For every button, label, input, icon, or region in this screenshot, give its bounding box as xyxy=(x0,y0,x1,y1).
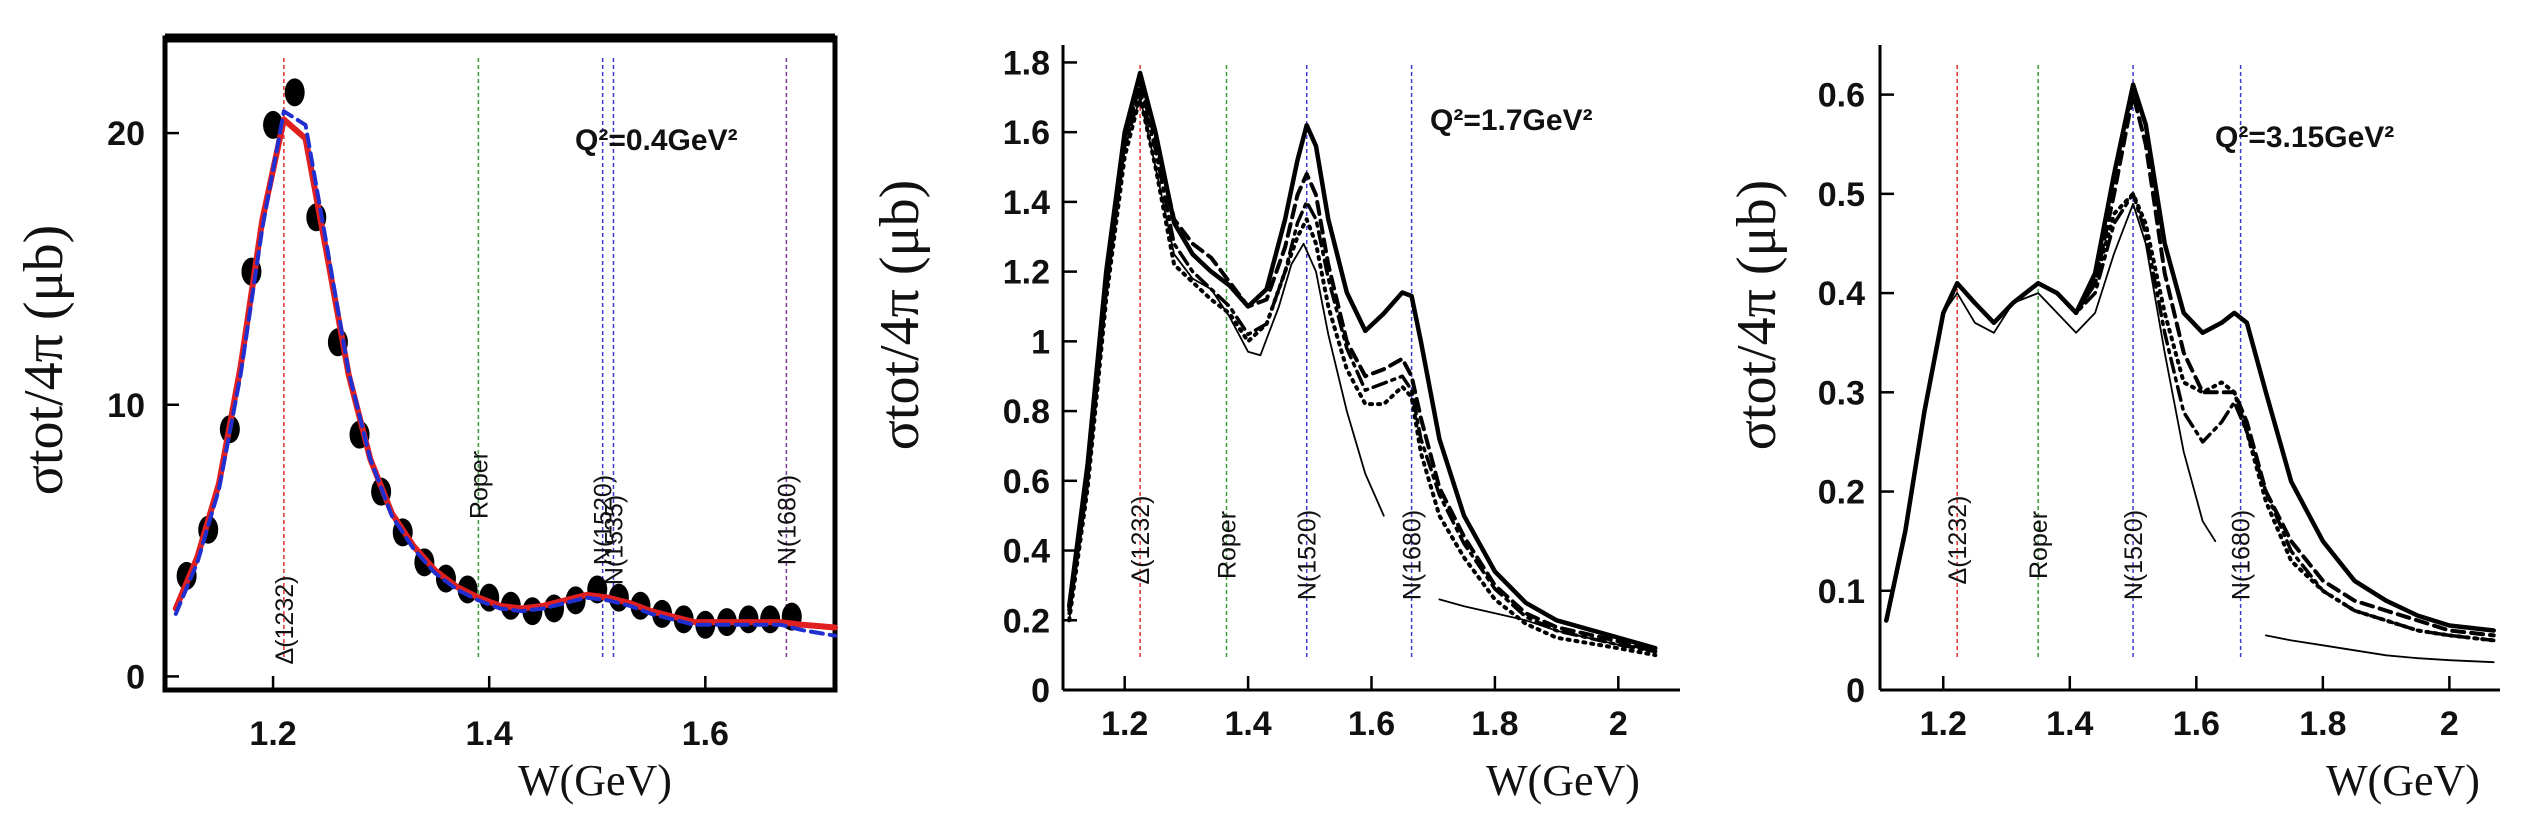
y-tick-label-2-4: 0.4 xyxy=(1818,275,1865,313)
y-tick-label-1-1: 0.2 xyxy=(1003,602,1050,640)
y-tick-label-1-6: 1.2 xyxy=(1003,254,1050,292)
resonance-label-0-0: Δ(1232) xyxy=(271,576,299,665)
x-tick-label-0-2: 1.6 xyxy=(682,715,729,753)
q2-annotation-1: Q²=1.7GeV² xyxy=(1430,104,1593,137)
x-tick-label-1-2: 1.6 xyxy=(1348,705,1395,743)
y-tick-label-2-2: 0.2 xyxy=(1818,474,1865,512)
y-tick-label-1-9: 1.8 xyxy=(1003,44,1050,82)
series-line-0-1 xyxy=(172,116,838,631)
series-line-2-0 xyxy=(1884,82,2496,633)
x-tick-label-1-4: 2 xyxy=(1609,705,1628,743)
q2-annotation-0: Q²=0.4GeV² xyxy=(575,124,738,157)
resonance-label-1-0: Δ(1232) xyxy=(1127,496,1155,585)
series-line-1-2 xyxy=(1067,88,1658,654)
y-tick-label-1-2: 0.4 xyxy=(1003,533,1050,571)
x-tick-label-0-1: 1.4 xyxy=(466,715,513,753)
resonance-label-0-4: N(1680) xyxy=(773,475,801,565)
resonance-label-0-1: Roper xyxy=(465,451,493,519)
series-line-1-3 xyxy=(1067,95,1658,658)
y-tick-label-0-1: 10 xyxy=(107,387,145,425)
y-tick-label-0-0: 0 xyxy=(126,658,145,696)
y-tick-label-2-5: 0.5 xyxy=(1818,176,1865,214)
resonance-label-2-1: Roper xyxy=(2025,511,2053,579)
y-tick-label-1-4: 0.8 xyxy=(1003,393,1050,431)
y-tick-label-2-1: 0.1 xyxy=(1818,573,1865,611)
resonance-label-1-1: Roper xyxy=(1214,511,1242,579)
series-line-2-1 xyxy=(1884,92,2496,638)
x-tick-label-2-0: 1.2 xyxy=(1920,705,1967,743)
resonance-label-1-2: N(1520) xyxy=(1294,510,1322,600)
series-line-2-4 xyxy=(1885,202,2217,622)
x-tick-label-0-0: 1.2 xyxy=(249,715,296,753)
y-tick-label-1-7: 1.4 xyxy=(1003,184,1050,222)
series-line-1-1 xyxy=(1067,81,1658,654)
x-tick-label-1-0: 1.2 xyxy=(1101,705,1148,743)
resonance-label-0-3: N(1535) xyxy=(600,495,628,585)
y-tick-label-2-6: 0.6 xyxy=(1818,77,1865,115)
x-axis-label-2: W(GeV) xyxy=(2326,756,2480,805)
x-tick-label-2-1: 1.4 xyxy=(2046,705,2093,743)
series-line-1-4 xyxy=(1068,96,1385,622)
x-tick-label-1-3: 1.8 xyxy=(1471,705,1518,743)
series-line-2-3 xyxy=(1884,191,2496,643)
x-tick-label-2-4: 2 xyxy=(2440,705,2459,743)
q2-annotation-2: Q²=3.15GeV² xyxy=(2215,121,2394,154)
x-tick-label-2-2: 1.6 xyxy=(2173,705,2220,743)
y-axis-label-0: σtot/4π (μb) xyxy=(13,225,75,495)
series-line-2-5 xyxy=(2265,634,2495,664)
x-axis-label-1: W(GeV) xyxy=(1486,756,1640,805)
series-line-1-5 xyxy=(1438,598,1657,650)
y-axis-label-1: σtot/4π (μb) xyxy=(869,180,931,450)
y-tick-label-0-2: 20 xyxy=(107,115,145,153)
y-tick-label-1-5: 1 xyxy=(1031,323,1050,361)
data-point-0-5 xyxy=(284,78,305,107)
resonance-label-2-2: N(1520) xyxy=(2120,510,2148,600)
resonance-label-2-3: N(1680) xyxy=(2228,510,2256,600)
series-line-2-2 xyxy=(1884,192,2496,643)
y-tick-label-1-0: 0 xyxy=(1031,672,1050,710)
y-tick-label-2-0: 0 xyxy=(1846,672,1865,710)
y-tick-label-1-8: 1.6 xyxy=(1003,114,1050,152)
x-tick-label-2-3: 1.8 xyxy=(2299,705,2346,743)
y-tick-label-2-3: 0.3 xyxy=(1818,374,1865,412)
resonance-label-1-3: N(1680) xyxy=(1399,510,1427,600)
resonance-label-2-0: Δ(1232) xyxy=(1944,496,1972,585)
y-axis-label-2: σtot/4π (μb) xyxy=(1726,180,1788,450)
y-tick-label-1-3: 0.6 xyxy=(1003,463,1050,501)
x-tick-label-1-1: 1.4 xyxy=(1224,705,1271,743)
x-axis-label-0: W(GeV) xyxy=(518,756,672,805)
series-line-0-2 xyxy=(173,109,837,638)
